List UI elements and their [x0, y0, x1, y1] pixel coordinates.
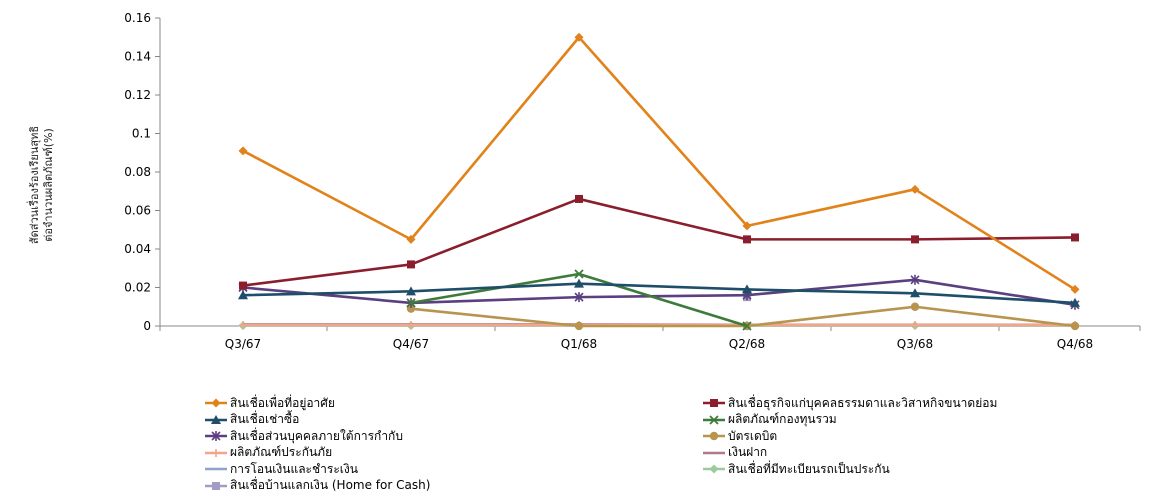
y-axis-label-line-2: ต่อจำนวนผลิตภัณฑ์(%)	[42, 128, 55, 242]
legend-item: ผลิตภัณฑ์ประกันภัย	[205, 445, 332, 461]
legend-swatch	[205, 462, 227, 476]
y-tick-label: 0.16	[124, 11, 151, 25]
series-3	[238, 279, 1080, 307]
legend-swatch	[205, 429, 227, 443]
data-point	[911, 321, 919, 329]
legend-item: เงินฝาก	[703, 445, 767, 461]
legend-item: สินเชื่อบ้านแลกเงิน (Home for Cash)	[205, 478, 430, 494]
data-point	[743, 235, 751, 243]
legend-item: สินเชื่อเช่าซื้อ	[205, 412, 299, 428]
y-tick-label: 0.14	[124, 50, 151, 64]
data-point	[911, 303, 919, 311]
legend-swatch	[703, 446, 725, 460]
y-tick-label: 0.12	[124, 88, 151, 102]
legend-item: สินเชื่อธุรกิจแก่บุคคลธรรมดาและวิสาหกิจข…	[703, 395, 997, 411]
x-tick-label: Q2/68	[729, 337, 765, 351]
series-2	[239, 195, 1079, 290]
series-1	[239, 33, 1080, 294]
y-tick-label: 0.04	[124, 242, 151, 256]
y-axis-label-line-1: สัดส่วนเรื่องร้องเรียนสุทธิ	[28, 126, 41, 244]
x-tick-label: Q4/67	[393, 337, 429, 351]
axes: 0 0.02 0.04 0.06 0.08 0.1 0.12 0.14 0.16 Q3/67 Q4/…	[124, 11, 1140, 351]
data-point	[239, 321, 247, 329]
y-tick-label: 0	[143, 319, 151, 333]
data-point	[407, 260, 415, 268]
data-point	[239, 282, 247, 290]
data-point	[1071, 322, 1079, 330]
y-tick-label: 0.08	[124, 165, 151, 179]
legend-label: สินเชื่อที่มีทะเบียนรถเป็นประกัน	[728, 460, 890, 479]
y-tick-label: 0.1	[132, 127, 151, 141]
data-point	[575, 195, 583, 203]
series-line	[243, 37, 1075, 289]
legend-item: สินเชื่อส่วนบุคคลภายใต้การกำกับ	[205, 428, 403, 444]
x-tick-label: Q3/67	[225, 337, 261, 351]
legend-swatch	[703, 462, 725, 476]
legend-swatch	[205, 413, 227, 427]
legend-item: ผลิตภัณฑ์กองทุนรวม	[703, 412, 837, 428]
data-point	[407, 321, 415, 329]
legend-swatch	[205, 446, 227, 460]
legend-item: การโอนเงินและชำระเงิน	[205, 461, 358, 477]
legend-swatch	[205, 396, 227, 410]
data-point	[239, 146, 248, 155]
legend-label: สินเชื่อบ้านแลกเงิน (Home for Cash)	[230, 476, 430, 495]
series-layer	[238, 33, 1080, 330]
legend-swatch	[703, 413, 725, 427]
legend-item: บัตรเดบิต	[703, 428, 777, 444]
y-tick-label: 0.06	[124, 204, 151, 218]
x-tick-label: Q4/68	[1057, 337, 1093, 351]
data-point	[911, 235, 919, 243]
y-tick-label: 0.02	[124, 281, 151, 295]
x-tick-label: Q1/68	[561, 337, 597, 351]
legend-swatch	[703, 429, 725, 443]
data-point	[1071, 233, 1079, 241]
legend-item: สินเชื่อที่มีทะเบียนรถเป็นประกัน	[703, 461, 890, 477]
legend-item: สินเชื่อเพื่อที่อยู่อาศัย	[205, 395, 335, 411]
x-tick-label: Q3/68	[897, 337, 933, 351]
y-axis-label: สัดส่วนเรื่องร้องเรียนสุทธิ ต่อจำนวนผลิต…	[12, 110, 72, 260]
legend-swatch	[703, 396, 725, 410]
data-point	[575, 322, 583, 330]
legend-swatch	[205, 479, 227, 493]
